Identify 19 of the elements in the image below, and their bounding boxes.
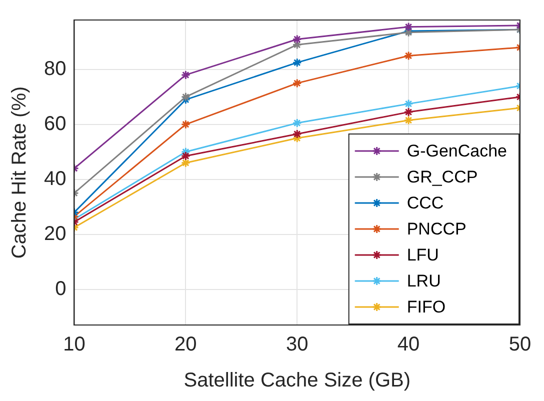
x-tick-label: 20 [174, 334, 197, 356]
y-tick-label: 20 [44, 222, 66, 245]
x-tick-label: 50 [508, 334, 532, 356]
x-axis-title: Satellite Cache Size (GB) [184, 370, 411, 392]
y-tick-label: 40 [44, 168, 66, 190]
legend-label: LRU [406, 272, 441, 291]
y-axis-title: Cache Hit Rate (%) [8, 86, 31, 259]
x-tick-label: 30 [286, 334, 308, 356]
x-tick-label: 40 [397, 334, 420, 356]
legend-label: LFU [406, 246, 439, 265]
legend-label: CCC [406, 194, 444, 213]
y-tick-label: 80 [44, 58, 66, 80]
legend-label: PNCCP [406, 220, 466, 239]
legend-label: G-GenCache [406, 142, 508, 161]
legend-label: GR_CCP [406, 168, 478, 187]
y-tick-label: 60 [44, 112, 66, 135]
x-tick-label: 10 [63, 334, 86, 356]
legend-label: FIFO [406, 298, 446, 317]
y-tick-label: 0 [55, 278, 66, 300]
